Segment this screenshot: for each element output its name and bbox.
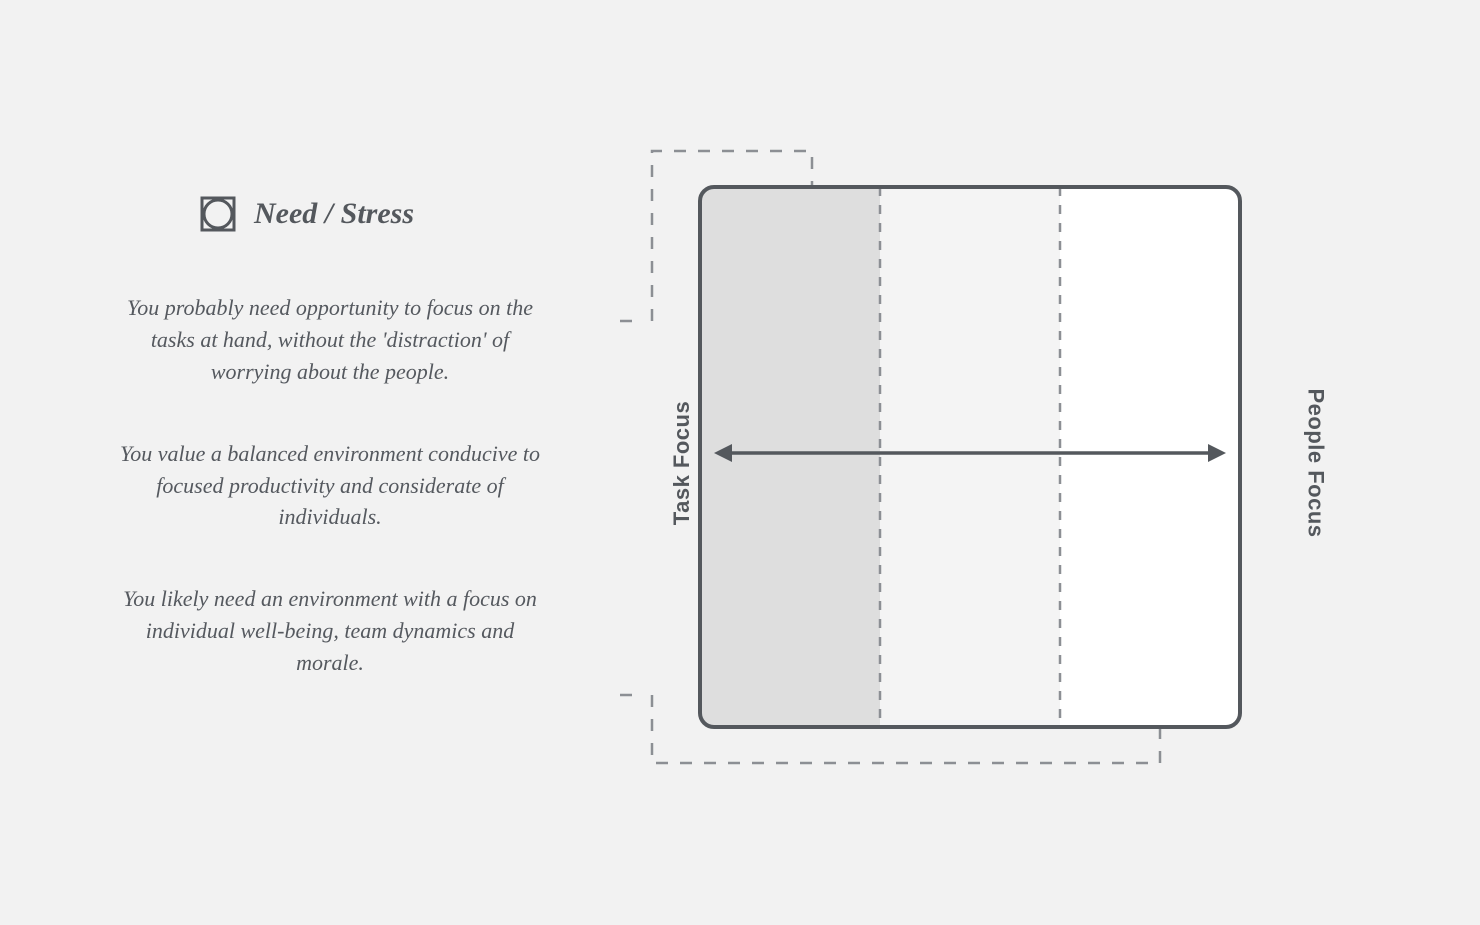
region-middle (880, 187, 1060, 727)
diagram-panel: Task Focus People Focus (580, 123, 1360, 803)
title: Need / Stress (254, 197, 414, 231)
paragraph-2: You value a balanced environment conduci… (120, 438, 540, 534)
paragraph-1: You probably need opportunity to focus o… (120, 292, 540, 388)
focus-spectrum-diagram (580, 123, 1360, 803)
circle-in-square-icon (200, 196, 236, 232)
page-container: Need / Stress You probably need opportun… (0, 0, 1480, 925)
text-panel: Need / Stress You probably need opportun… (60, 196, 580, 729)
paragraph-3: You likely need an environment with a fo… (120, 583, 540, 679)
title-row: Need / Stress (200, 196, 540, 232)
